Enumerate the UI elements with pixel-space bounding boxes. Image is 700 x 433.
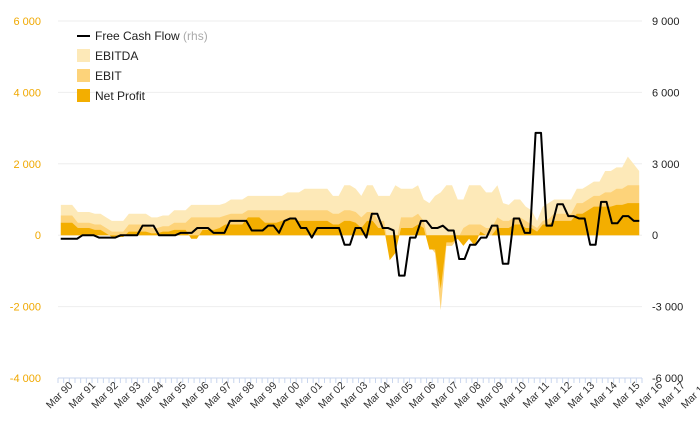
right-axis: -6 000 -3 000 0 3 000 6 000 9 000 xyxy=(652,16,683,385)
line-series xyxy=(60,131,640,277)
left-tick-label: -2 000 xyxy=(10,302,41,314)
right-tick-label: -3 000 xyxy=(652,302,683,314)
legend-swatch-ebit xyxy=(77,69,90,82)
left-tick-label: 2 000 xyxy=(13,159,41,171)
left-tick-label: 0 xyxy=(35,230,41,242)
legend-swatch-ebitda xyxy=(77,49,90,62)
area-ebit xyxy=(60,185,640,311)
right-tick-label: -6 000 xyxy=(652,373,683,385)
legend-label-free-cash-flow: Free Cash Flow (rhs) xyxy=(95,29,208,43)
left-tick-label: 4 000 xyxy=(13,87,41,99)
line-free-cash-flow xyxy=(60,131,640,277)
legend-label-ebit: EBIT xyxy=(95,69,122,83)
legend-swatch-net-profit xyxy=(77,89,90,102)
right-tick-label: 6 000 xyxy=(652,87,680,99)
legend: Free Cash Flow (rhs) EBITDA EBIT Net Pro… xyxy=(77,29,208,103)
right-tick-label: 3 000 xyxy=(652,159,680,171)
right-tick-label: 0 xyxy=(652,230,658,242)
left-axis: -4 000 -2 000 0 2 000 4 000 6 000 xyxy=(10,16,41,385)
area-series xyxy=(60,156,640,311)
legend-label-ebitda: EBITDA xyxy=(95,49,138,63)
left-tick-label: 6 000 xyxy=(13,16,41,28)
legend-label-net-profit: Net Profit xyxy=(95,89,146,103)
left-tick-label: -4 000 xyxy=(10,373,41,385)
right-tick-label: 9 000 xyxy=(652,16,680,28)
area-ebitda xyxy=(60,156,640,236)
